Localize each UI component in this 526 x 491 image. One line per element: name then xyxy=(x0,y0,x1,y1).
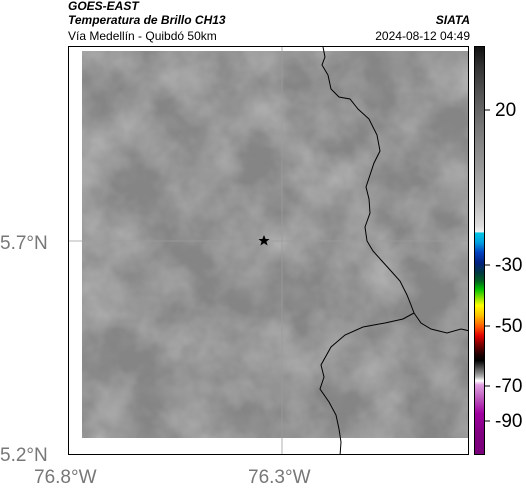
lat-label-top: 5.7°N xyxy=(0,233,48,254)
brightness-temperature-map xyxy=(69,47,468,454)
star-marker xyxy=(258,235,270,246)
boundary-line-south xyxy=(319,312,415,454)
colorbar-tick-minus50: -50 xyxy=(495,316,523,337)
map-plot xyxy=(68,46,469,455)
colorbar-tick-20: 20 xyxy=(495,100,517,121)
lat-label-bottom: 5.2°N xyxy=(0,445,48,466)
product-title: Temperatura de Brillo CH13 xyxy=(68,13,226,27)
temperature-colorbar xyxy=(474,46,485,455)
colorbar-tick-minus30: -30 xyxy=(495,255,523,276)
colorbar-tick-minus90: -90 xyxy=(495,411,523,432)
satellite-title: GOES-EAST xyxy=(68,0,139,13)
colorbar-tick-minus70: -70 xyxy=(495,376,523,397)
boundary-line-east xyxy=(413,312,468,334)
lon-label-right: 76.3°W xyxy=(248,467,311,488)
region-label: Vía Medellín - Quibdó 50km xyxy=(68,29,217,43)
lon-label-left: 76.8°W xyxy=(34,467,97,488)
boundary-line-north xyxy=(321,47,415,314)
timestamp-label: 2024-08-12 04:49 xyxy=(375,29,470,43)
colorbar-ticks xyxy=(485,109,490,422)
source-label: SIATA xyxy=(435,13,470,27)
